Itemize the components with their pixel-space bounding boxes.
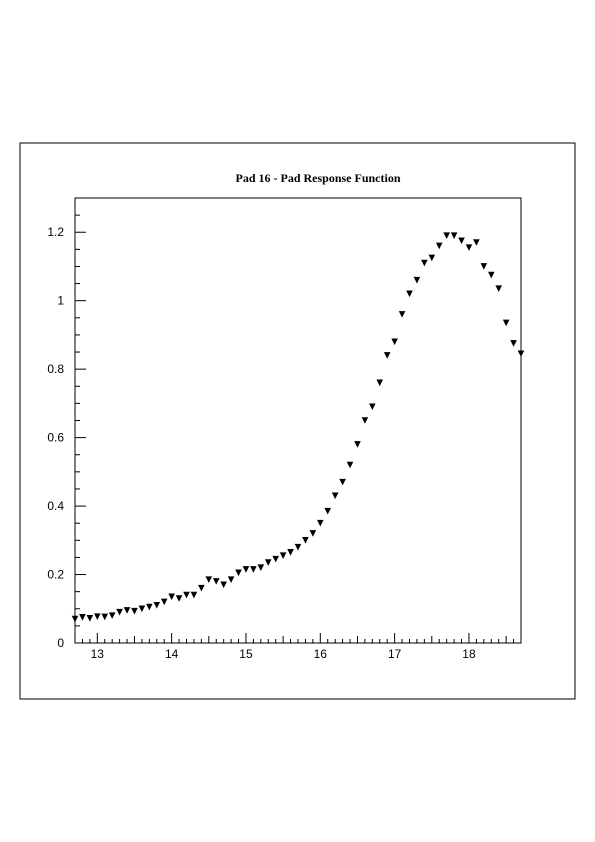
data-point — [383, 352, 391, 359]
data-point — [331, 492, 339, 500]
data-point — [190, 591, 198, 599]
data-point — [279, 552, 287, 560]
data-point — [428, 254, 436, 262]
y-tick-label: 0 — [57, 636, 64, 650]
x-tick-label: 14 — [165, 647, 179, 661]
data-point — [86, 615, 94, 622]
data-point — [517, 350, 525, 358]
data-point — [146, 603, 153, 611]
data-point — [250, 566, 257, 573]
data-point — [391, 338, 398, 346]
data-point — [116, 608, 123, 616]
data-point — [346, 461, 354, 469]
data-point — [324, 507, 332, 515]
data-point — [257, 564, 265, 571]
data-point — [235, 569, 242, 577]
y-tick-label: 1 — [57, 294, 64, 308]
data-point — [510, 340, 517, 347]
data-point — [123, 607, 131, 614]
data-point — [79, 614, 86, 621]
x-tick-label: 13 — [91, 647, 105, 661]
data-point — [339, 478, 346, 486]
data-point — [205, 576, 213, 583]
data-point — [480, 263, 488, 270]
y-axis: 0 0.2 0.4 0.6 0.8 1 1.2 — [47, 197, 86, 650]
data-point — [435, 242, 443, 250]
data-point — [376, 379, 384, 387]
data-point — [183, 591, 190, 599]
data-point — [361, 417, 369, 424]
data-point — [354, 441, 361, 448]
data-point — [108, 612, 116, 619]
data-point — [302, 537, 309, 544]
data-point — [502, 319, 510, 327]
data-point — [413, 276, 421, 284]
y-tick-label: 0.6 — [47, 431, 64, 445]
data-point — [495, 285, 502, 293]
y-tick-label: 1.2 — [47, 225, 64, 239]
chart-title: Pad 16 - Pad Response Function — [235, 171, 400, 185]
y-tick-label: 0.2 — [47, 568, 64, 582]
data-point — [317, 519, 324, 527]
data-point — [369, 403, 376, 411]
data-point — [473, 239, 480, 246]
x-tick-label: 18 — [462, 647, 476, 661]
data-point — [465, 244, 473, 251]
data-point — [94, 613, 101, 620]
x-axis: 13 14 15 16 17 18 — [74, 633, 522, 661]
data-point — [421, 259, 428, 267]
data-point — [294, 543, 302, 551]
data-point — [160, 598, 168, 606]
data-point — [138, 605, 146, 613]
x-tick-label: 15 — [239, 647, 253, 661]
data-point — [175, 595, 183, 602]
data-point — [487, 271, 495, 279]
data-point — [131, 607, 138, 615]
data-point — [220, 581, 227, 589]
data-point — [287, 548, 294, 556]
plot-frame — [74, 197, 522, 644]
data-point — [398, 311, 406, 318]
data-point — [309, 530, 317, 537]
x-tick-label: 17 — [388, 647, 402, 661]
data-point — [264, 559, 272, 566]
x-tick-label: 16 — [314, 647, 328, 661]
outer-frame — [19, 142, 576, 700]
data-point — [101, 613, 109, 621]
y-tick-label: 0.8 — [47, 362, 64, 376]
y-tick-label: 0.4 — [47, 499, 64, 513]
data-markers — [71, 232, 525, 623]
data-point — [212, 578, 220, 585]
data-point — [458, 237, 465, 245]
data-point — [272, 555, 279, 563]
data-point — [242, 566, 250, 573]
data-point — [168, 593, 175, 601]
data-point — [406, 290, 413, 298]
data-point — [71, 615, 79, 623]
data-point — [198, 584, 205, 592]
data-point — [227, 576, 235, 583]
data-point — [443, 232, 450, 239]
data-point — [153, 602, 161, 609]
data-point — [450, 232, 458, 239]
